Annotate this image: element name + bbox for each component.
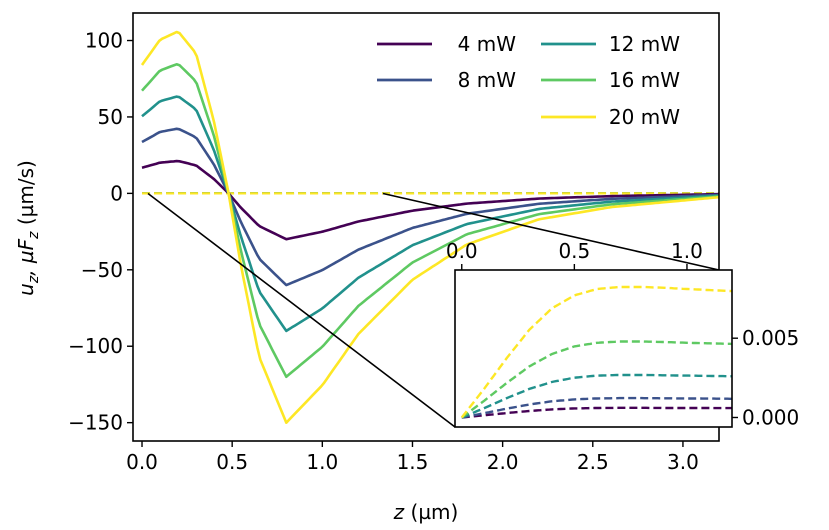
x-tick-label: 1.0 [306, 450, 338, 474]
y-axis-label: uz, µFz (µm/s) [14, 160, 42, 296]
inset-x-tick-label: 0.5 [558, 239, 590, 263]
y-label-u: u [14, 283, 38, 296]
inset-series-lines [460, 285, 733, 419]
x-tick-label: 2.0 [487, 450, 519, 474]
inset-x-tick-label: 1.0 [671, 239, 703, 263]
main-plot: 0.0 0.5 1.0 1.5 2.0 2.5 3.0 100 50 0 −50 −100 −150 [68, 12, 720, 474]
inset-y-ticks: 0.000 0.005 [732, 326, 799, 429]
main-plot-frame [132, 12, 720, 442]
main-y-ticks: 100 50 0 −50 −100 −150 [68, 29, 133, 435]
series-line [141, 95, 720, 333]
inset-series-line [461, 340, 733, 419]
y-tick-label: −50 [81, 258, 123, 282]
x-tick-label: 3.0 [667, 450, 699, 474]
connector-line-lower [147, 192, 456, 428]
x-axis-label: z (µm) [393, 500, 459, 524]
x-tick-label: 1.5 [397, 450, 429, 474]
connector-line-upper [382, 192, 720, 271]
inset-plot: 0.0 0.5 1.0 0.000 0.005 [446, 239, 799, 429]
inset-x-ticks: 0.0 0.5 1.0 [446, 239, 703, 270]
legend-label: 16 mW [609, 68, 680, 92]
y-tick-label: −150 [68, 411, 123, 435]
main-x-ticks: 0.0 0.5 1.0 1.5 2.0 2.5 3.0 [126, 441, 699, 474]
inset-series-line [461, 396, 732, 419]
legend-label: 20 mW [609, 105, 680, 129]
series-line [140, 30, 720, 424]
y-tick-label: 100 [85, 29, 123, 53]
inset-series-line [461, 406, 732, 419]
inset-series-line [460, 285, 733, 419]
legend-label: 8 mW [458, 68, 517, 92]
y-tick-label: 0 [110, 181, 123, 205]
inset-frame [454, 269, 733, 428]
inset-y-tick-label: 0.000 [742, 405, 799, 429]
inset-zoom-connectors [147, 192, 720, 428]
main-series-lines [140, 30, 720, 424]
series-line [141, 63, 720, 379]
inset-y-tick-label: 0.005 [742, 326, 799, 350]
legend-label: 4 mW [458, 32, 517, 56]
y-label-sub-z: z [26, 275, 42, 284]
x-tick-label: 0.0 [126, 450, 158, 474]
y-label-muF: , µF [14, 238, 38, 275]
y-label-sub-z2: z [26, 231, 42, 240]
x-axis-label-unit: (µm) [411, 500, 459, 524]
y-tick-label: 50 [98, 105, 123, 129]
y-tick-label: −100 [68, 334, 123, 358]
x-axis-label-variable: z [393, 500, 405, 524]
x-tick-label: 2.5 [577, 450, 609, 474]
series-line [141, 159, 720, 241]
legend: 4 mW 8 mW 12 mW 16 mW 20 mW [377, 32, 680, 129]
inset-x-tick-label: 0.0 [446, 239, 478, 263]
inset-series-line [461, 373, 733, 419]
series-line [141, 127, 720, 287]
x-tick-label: 0.5 [216, 450, 248, 474]
y-label-unit: (µm/s) [14, 160, 38, 231]
legend-label: 12 mW [609, 32, 680, 56]
